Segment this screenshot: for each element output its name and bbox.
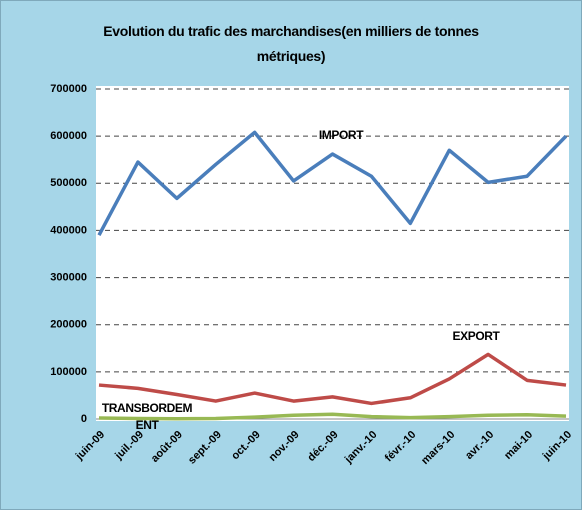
series-line xyxy=(98,412,567,421)
x-tick-label: août-09 xyxy=(149,429,185,465)
chart-title: Evolution du trafic des marchandises(en … xyxy=(103,23,479,64)
series-line xyxy=(97,130,568,236)
y-tick-label: 100000 xyxy=(50,366,87,378)
plot-area xyxy=(96,86,569,421)
y-tick-label: 600000 xyxy=(50,130,87,142)
x-tick-label: oct.-09 xyxy=(229,429,263,463)
series-line xyxy=(98,352,567,406)
y-tick-label: 500000 xyxy=(50,177,87,189)
y-tick-label: 300000 xyxy=(50,271,87,283)
series-label: IMPORT xyxy=(318,128,364,142)
x-tick-label: sept.-09 xyxy=(186,429,224,467)
x-tick-label: févr.-10 xyxy=(383,429,419,465)
x-tick-label: janv.-10 xyxy=(342,429,380,467)
x-tick-label: déc.-09 xyxy=(305,429,340,464)
y-tick-label: 0 xyxy=(81,413,87,425)
series-label: TRANSBORDEMENT xyxy=(101,401,193,432)
y-tick-label: 700000 xyxy=(50,83,87,95)
series-label: EXPORT xyxy=(452,329,500,343)
x-tick-label: mars-10 xyxy=(419,429,457,467)
x-tick-label: mai-10 xyxy=(502,429,535,462)
x-tick-label: juin-10 xyxy=(540,429,574,463)
y-tick-label: 400000 xyxy=(50,224,87,236)
y-tick-label: 200000 xyxy=(50,319,87,331)
x-tick-label: avr.-10 xyxy=(463,429,496,462)
x-tick-label: nov.-09 xyxy=(267,429,302,464)
